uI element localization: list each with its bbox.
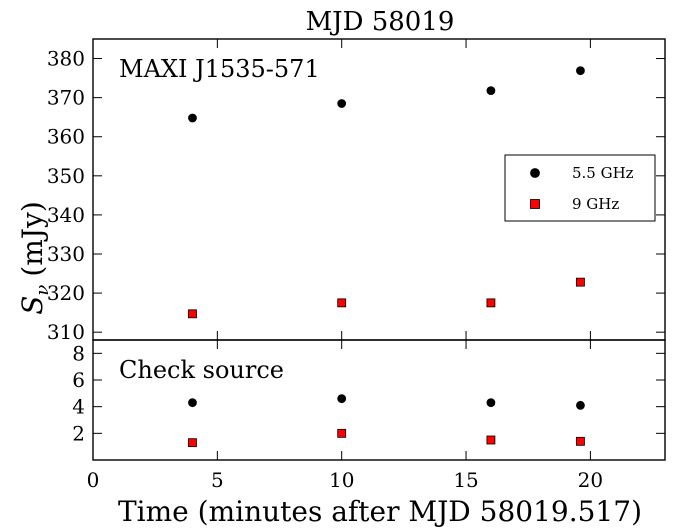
y-tick-label: 340 — [47, 203, 85, 227]
y-axis-symbol: S — [16, 296, 49, 315]
x-axis-label: Time (minutes after MJD 58019.517) — [118, 495, 642, 528]
y-tick-label: 360 — [47, 125, 85, 149]
y-axis-subscript: ν — [32, 285, 53, 296]
data-point — [486, 86, 496, 95]
data-point — [337, 298, 347, 308]
x-tick-label: 20 — [578, 468, 603, 492]
data-point — [188, 398, 197, 408]
data-point — [576, 400, 585, 410]
data-point — [576, 277, 585, 287]
data-point — [337, 428, 347, 438]
legend-box — [504, 154, 656, 222]
legend-label: 5.5 GHz — [572, 164, 634, 182]
legend-marker — [530, 168, 540, 178]
panel-1: 310 320 330 340 350 360 370 380 MAXI J1535-571 — [47, 38, 666, 344]
y-tick-label: 6 — [72, 368, 85, 392]
chart-panels: 310 320 330 340 350 360 370 380 MAXI J1535-571 24… — [47, 38, 666, 492]
panel-2: 24 6 8 Check source — [72, 339, 666, 461]
data-point — [576, 66, 585, 76]
x-tick-label: 0 — [87, 468, 100, 492]
data-point — [337, 99, 347, 108]
y-tick-label: 310 — [47, 320, 85, 344]
y-tick-label: 350 — [47, 164, 85, 188]
data-point — [576, 436, 585, 446]
legend-label: 9 GHz — [572, 195, 619, 213]
y-tick-label: 8 — [72, 341, 85, 365]
y-tick-label: 4 — [72, 395, 85, 419]
data-point — [337, 394, 347, 404]
panel-label: MAXI J1535-571 — [119, 55, 320, 83]
y-tick-label: 330 — [47, 242, 85, 266]
y-tick-label: 2 — [72, 421, 85, 445]
data-point — [486, 298, 496, 308]
y-tick-label: 370 — [47, 86, 85, 110]
panel-label: Check source — [119, 356, 284, 384]
y-tick-label: 380 — [47, 47, 85, 71]
y-axis-label: Sν (mJy) — [16, 201, 53, 315]
data-point — [188, 113, 197, 123]
legend: 5.5 GHz 9 GHz — [504, 154, 656, 222]
y-axis-unit: (mJy) — [16, 201, 49, 276]
x-tick-label: 5 — [211, 468, 224, 492]
x-tick-label: 10 — [329, 468, 354, 492]
legend-marker — [530, 199, 540, 209]
data-point — [188, 309, 197, 319]
y-tick-label: 320 — [47, 281, 85, 305]
x-tick-label: 15 — [453, 468, 478, 492]
chart-title: MJD 58019 — [306, 7, 455, 37]
data-point — [486, 435, 496, 445]
data-point — [188, 438, 197, 448]
data-point — [486, 398, 496, 408]
panel-frame — [92, 339, 666, 461]
